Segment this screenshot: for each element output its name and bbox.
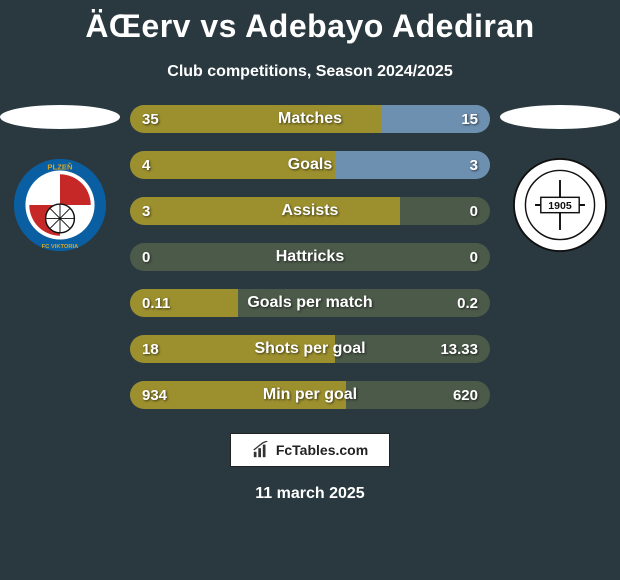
stat-fill-left xyxy=(130,197,400,225)
comparison-panel: PLZEŇ FC VIKTORIA 1905 3515Matches 43Goal… xyxy=(0,105,620,409)
stat-fill-left xyxy=(130,335,335,363)
left-ellipse-decor xyxy=(0,105,120,129)
stat-fill-right xyxy=(335,151,490,179)
right-club-logo: 1905 xyxy=(512,157,608,253)
stat-row: 0 0Hattricks xyxy=(130,243,490,271)
watermark-text: FcTables.com xyxy=(276,442,368,458)
plzen-ring-top: PLZEŇ xyxy=(47,162,73,171)
stat-row: 934620Min per goal xyxy=(130,381,490,409)
stat-value-right: 0.2 xyxy=(457,289,478,317)
plzen-logo-icon: PLZEŇ FC VIKTORIA xyxy=(12,157,108,253)
stat-row: 3515Matches xyxy=(130,105,490,133)
left-club-column: PLZEŇ FC VIKTORIA xyxy=(0,105,120,253)
left-club-logo: PLZEŇ FC VIKTORIA xyxy=(12,157,108,253)
stat-row: 1813.33Shots per goal xyxy=(130,335,490,363)
subtitle: Club competitions, Season 2024/2025 xyxy=(0,63,620,81)
stat-value-right: 620 xyxy=(453,381,478,409)
stat-value-left: 0 xyxy=(142,243,150,271)
stat-fill-left xyxy=(130,151,335,179)
stat-bars: 3515Matches43Goals30Assists00Hattricks0.… xyxy=(130,105,490,409)
stat-value-right: 13.33 xyxy=(440,335,478,363)
stat-fill-right xyxy=(382,105,490,133)
plzen-ring-bottom: FC VIKTORIA xyxy=(42,244,79,250)
right-club-column: 1905 xyxy=(500,105,620,253)
fctables-icon xyxy=(252,441,270,459)
watermark: FcTables.com xyxy=(230,433,390,467)
date-label: 11 march 2025 xyxy=(0,485,620,503)
dynamo-year: 1905 xyxy=(548,200,572,212)
right-ellipse-decor xyxy=(500,105,620,129)
page-title: ÄŒerv vs Adebayo Adediran xyxy=(0,0,620,45)
stat-value-right: 0 xyxy=(470,243,478,271)
stat-fill-left xyxy=(130,105,382,133)
stat-row: 30Assists xyxy=(130,197,490,225)
stat-row: 0.110.2Goals per match xyxy=(130,289,490,317)
stat-fill-left xyxy=(130,381,346,409)
stat-label: Hattricks xyxy=(130,243,490,271)
stat-value-right: 0 xyxy=(470,197,478,225)
dynamo-logo-icon: 1905 xyxy=(512,157,608,253)
stat-row: 43Goals xyxy=(130,151,490,179)
stat-fill-left xyxy=(130,289,238,317)
